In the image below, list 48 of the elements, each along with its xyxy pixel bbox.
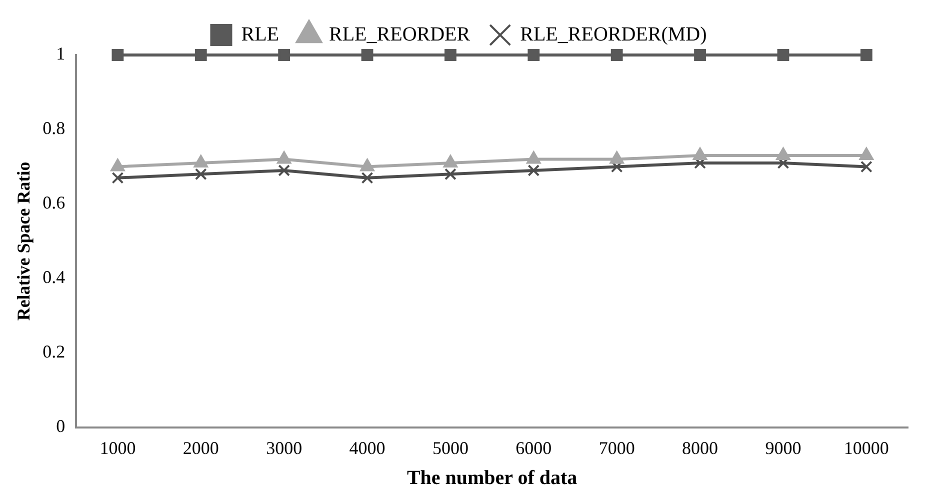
x-tick-label: 10000 xyxy=(844,438,889,458)
x-tick-label: 2000 xyxy=(182,438,219,458)
point xyxy=(860,160,872,173)
y-tick-label: 0.2 xyxy=(42,342,66,362)
point xyxy=(694,49,706,61)
x-axis-title: The number of data xyxy=(406,467,578,490)
x-tick-label: 6000 xyxy=(516,438,552,458)
point xyxy=(278,164,290,176)
x-tick-label: 1000 xyxy=(100,438,136,458)
point xyxy=(444,49,456,61)
point xyxy=(777,49,790,61)
point xyxy=(277,151,292,164)
point xyxy=(112,49,124,61)
x-tick-label: 9000 xyxy=(765,438,802,458)
point xyxy=(528,164,540,176)
point xyxy=(194,154,208,168)
point xyxy=(859,148,874,160)
point xyxy=(361,172,374,184)
y-tick-label: 0.4 xyxy=(42,267,66,288)
point xyxy=(110,158,125,172)
point xyxy=(776,148,790,160)
point xyxy=(444,168,456,180)
point xyxy=(112,172,124,184)
point xyxy=(361,49,374,61)
x-tick-label: 7000 xyxy=(598,438,635,458)
point xyxy=(443,154,458,168)
legend-label: RLE xyxy=(241,23,280,46)
legend-label: RLE_REORDER(MD) xyxy=(520,23,707,46)
point xyxy=(194,168,207,180)
point xyxy=(610,151,624,164)
x-tick-label: 5000 xyxy=(432,438,468,458)
point xyxy=(360,158,374,172)
y-tick-label: 0 xyxy=(56,416,66,436)
y-tick-label: 1 xyxy=(56,44,66,64)
point xyxy=(528,49,540,61)
point xyxy=(278,49,290,61)
y-axis-title: Relative Space Ratio xyxy=(13,162,34,321)
point xyxy=(194,49,207,61)
x-tick-label: 3000 xyxy=(266,438,302,458)
point xyxy=(692,148,708,160)
point xyxy=(526,151,541,164)
y-tick-label: 0.6 xyxy=(42,192,66,213)
point xyxy=(610,49,623,61)
point xyxy=(860,49,872,61)
x-tick-label: 8000 xyxy=(682,438,718,458)
y-tick-label: 0.8 xyxy=(42,118,66,138)
x-tick-label: 4000 xyxy=(349,438,386,458)
legend-label: RLE_REORDER xyxy=(329,23,471,46)
